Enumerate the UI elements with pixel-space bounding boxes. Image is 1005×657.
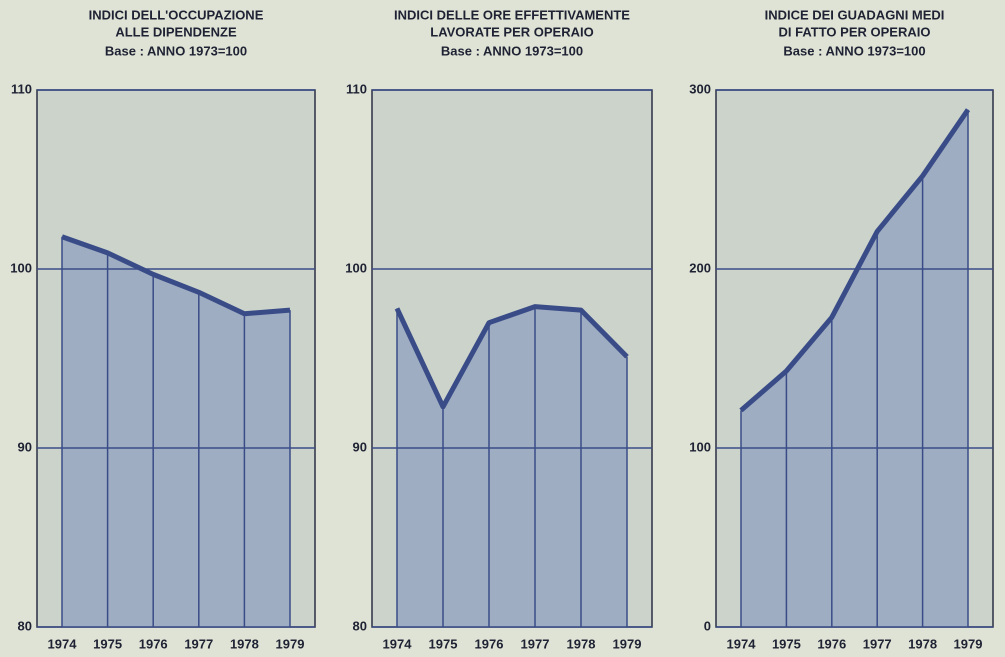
y-tick-label: 80 xyxy=(18,618,32,633)
area-fill xyxy=(62,236,290,627)
chart-title: INDICI DELLE ORE EFFETTIVAMENTE xyxy=(394,7,630,22)
x-tick-label: 1976 xyxy=(139,636,168,651)
x-tick-label: 1979 xyxy=(954,636,983,651)
x-tick-label: 1977 xyxy=(863,636,892,651)
x-tick-label: 1979 xyxy=(276,636,305,651)
x-tick-label: 1975 xyxy=(772,636,801,651)
y-tick-label: 300 xyxy=(689,81,711,96)
chart-title: INDICE DEI GUADAGNI MEDI xyxy=(765,7,945,22)
y-tick-label: 110 xyxy=(11,81,32,96)
y-tick-label: 110 xyxy=(346,81,367,96)
data-line xyxy=(61,234,291,317)
x-tick-label: 1974 xyxy=(48,636,78,651)
x-tick-label: 1974 xyxy=(383,636,413,651)
x-tick-label: 1978 xyxy=(230,636,259,651)
x-tick-label: 1978 xyxy=(908,636,937,651)
y-tick-label: 200 xyxy=(689,260,711,275)
y-tick-label: 100 xyxy=(345,260,367,275)
x-tick-label: 1976 xyxy=(817,636,846,651)
data-line xyxy=(394,304,629,410)
x-tick-label: 1977 xyxy=(184,636,213,651)
data-line xyxy=(739,108,971,413)
x-tick-label: 1975 xyxy=(429,636,458,651)
x-tick-label: 1978 xyxy=(567,636,596,651)
chart-title: INDICI DELL'OCCUPAZIONE xyxy=(89,7,264,22)
y-tick-label: 90 xyxy=(353,439,367,454)
x-tick-label: 1974 xyxy=(727,636,757,651)
chart-subtitle: Base : ANNO 1973=100 xyxy=(105,43,247,58)
chart-subtitle: Base : ANNO 1973=100 xyxy=(441,43,583,58)
x-tick-label: 1979 xyxy=(613,636,642,651)
y-tick-label: 80 xyxy=(353,618,367,633)
x-tick-label: 1976 xyxy=(475,636,504,651)
area-fill xyxy=(741,109,968,627)
y-tick-label: 100 xyxy=(689,439,711,454)
y-tick-label: 100 xyxy=(10,260,32,275)
x-tick-label: 1977 xyxy=(521,636,550,651)
chart-title: ALLE DIPENDENZE xyxy=(115,24,237,39)
y-tick-label: 90 xyxy=(18,439,32,454)
y-tick-label: 0 xyxy=(704,618,711,633)
x-tick-label: 1975 xyxy=(93,636,122,651)
chart-title: LAVORATE PER OPERAIO xyxy=(430,24,593,39)
chart-title: DI FATTO PER OPERAIO xyxy=(779,24,931,39)
chart-subtitle: Base : ANNO 1973=100 xyxy=(783,43,925,58)
